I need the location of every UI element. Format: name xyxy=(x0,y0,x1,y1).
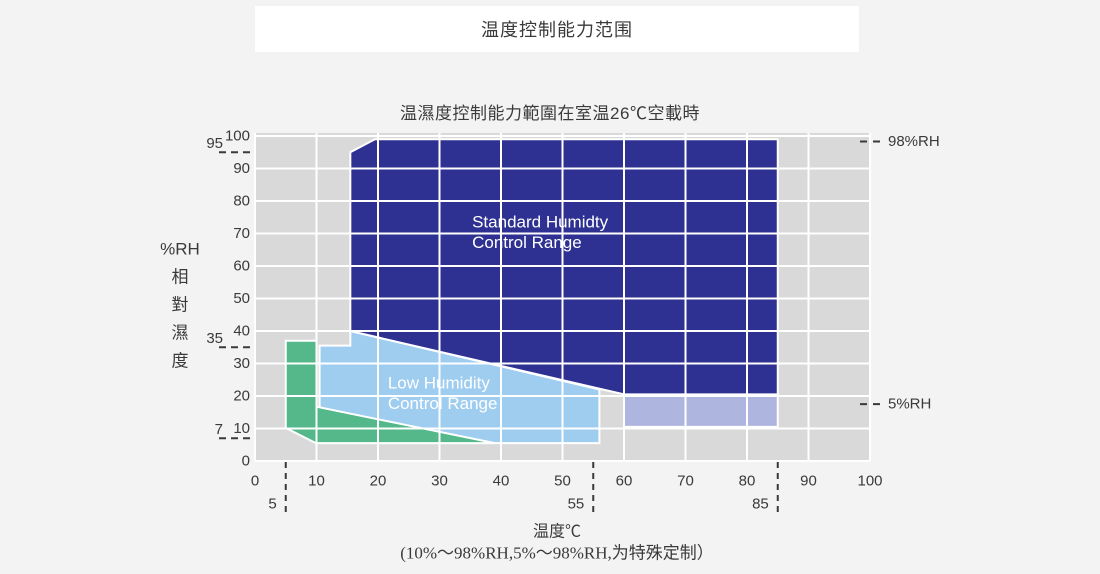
x-tick-label: 50 xyxy=(554,473,571,490)
x-tick-label: 40 xyxy=(493,473,510,490)
x-dashed-mark-label: 55 xyxy=(568,496,585,513)
x-tick-label: 60 xyxy=(616,473,633,490)
standard-humidity-region-label: Standard Humidty xyxy=(472,213,609,232)
y-tick-label: 20 xyxy=(233,388,250,405)
y-dashed-mark-label: 7 xyxy=(215,421,223,438)
y-axis-title-char: 相 xyxy=(172,268,189,287)
y-tick-label: 80 xyxy=(233,193,250,210)
x-tick-label: 30 xyxy=(431,473,448,490)
x-tick-label: 70 xyxy=(677,473,694,490)
chart-footnote: (10%～98%RH,5%～98%RH,为特殊定制） xyxy=(400,544,714,563)
y-tick-label: 30 xyxy=(233,355,250,372)
x-tick-label: 20 xyxy=(370,473,387,490)
y-dashed-mark-label: 95 xyxy=(206,135,223,152)
y-tick-label: 90 xyxy=(233,160,250,177)
x-dashed-mark-label: 5 xyxy=(268,496,276,513)
low-humidity-region-label: Low Humidity xyxy=(388,374,491,393)
extended-low-humidity-region xyxy=(623,393,779,428)
y-tick-label: 0 xyxy=(242,453,250,470)
y-axis-title-char: 度 xyxy=(172,352,189,371)
right-annotation-label: 5%RH xyxy=(888,396,931,413)
y-tick-label: 50 xyxy=(233,290,250,307)
y-tick-label: 10 xyxy=(233,420,250,437)
y-tick-label: 60 xyxy=(233,258,250,275)
standard-humidity-region-label: Control Range xyxy=(472,233,582,252)
y-tick-label: 70 xyxy=(233,225,250,242)
x-tick-label: 10 xyxy=(308,473,325,490)
low-humidity-region-label: Control Range xyxy=(388,394,498,413)
page-title: 温度控制能力范围 xyxy=(481,20,633,40)
x-tick-label: 0 xyxy=(251,473,259,490)
y-dashed-mark-label: 35 xyxy=(206,330,223,347)
x-axis-title: 温度℃ xyxy=(533,523,581,541)
x-tick-label: 80 xyxy=(739,473,756,490)
title-bar: 温度控制能力范围 xyxy=(255,6,859,52)
y-axis-title-char: 濕 xyxy=(172,324,189,343)
chart-title: 温濕度控制能力範圍在室温26℃空載時 xyxy=(400,104,700,123)
x-tick-label: 90 xyxy=(800,473,817,490)
x-tick-label: 100 xyxy=(857,473,882,490)
y-tick-label: 40 xyxy=(233,323,250,340)
y-axis-title-char: 對 xyxy=(172,296,189,315)
y-tick-label: 100 xyxy=(225,128,250,145)
y-axis-title-rh: %RH xyxy=(160,240,200,259)
x-dashed-mark-label: 85 xyxy=(752,496,769,513)
right-annotation-label: 98%RH xyxy=(888,133,940,150)
